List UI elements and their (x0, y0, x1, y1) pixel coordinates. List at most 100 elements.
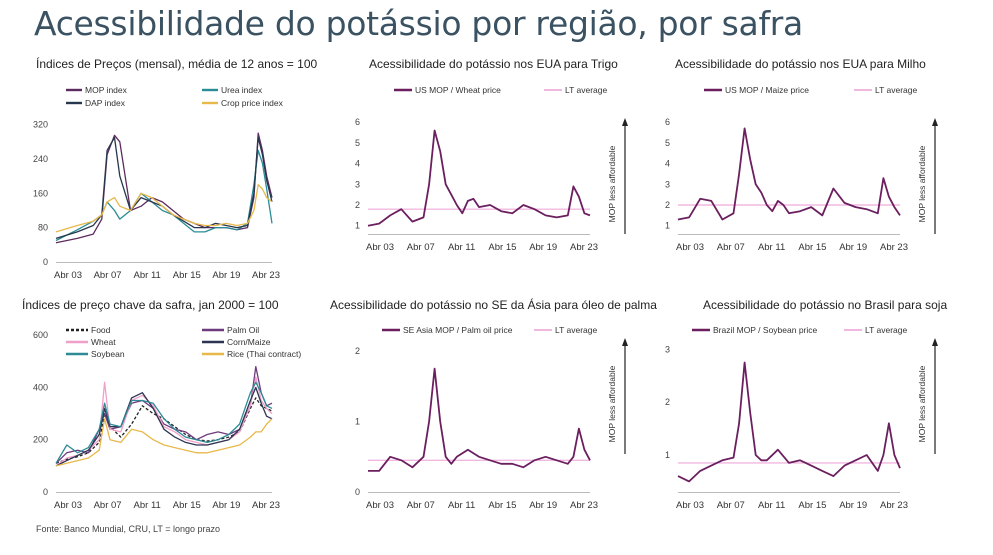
legend-label: LT average (565, 85, 607, 95)
source-note: Fonte: Banco Mundial, CRU, LT = longo pr… (36, 524, 221, 534)
series-line-2 (55, 136, 273, 240)
legend-label: Soybean (91, 349, 125, 359)
x-tick-label: Abr 03 (366, 242, 394, 253)
y-tick-label: 3 (355, 179, 360, 189)
series-line-3 (55, 386, 273, 467)
x-tick-label: Abr 11 (448, 242, 475, 253)
x-tick-label: Abr 23 (570, 242, 598, 253)
chart-5-title: Acessibilidade do potássio no SE da Ásia… (330, 298, 657, 312)
x-tick-label: Abr 03 (54, 500, 82, 511)
x-tick-label: Abr 03 (54, 270, 82, 281)
y-tick-label: 6 (355, 117, 360, 127)
affordability-arrow-head (932, 118, 938, 126)
x-tick-label: Abr 15 (488, 242, 516, 253)
x-tick-label: Abr 15 (173, 500, 201, 511)
x-tick-label: Abr 03 (676, 242, 704, 253)
y-tick-label: 80 (38, 223, 48, 233)
chart-mop-price-indices: 0 80 160 240 320 Abr 03 Abr 07 Abr 11 Abr 15 Abr … (33, 85, 284, 281)
legend-label: LT average (865, 325, 907, 335)
y-tick-label: 600 (33, 330, 48, 340)
legend-label: Urea index (221, 85, 263, 95)
legend-label: US MOP / Wheat price (415, 85, 501, 95)
x-tick-label: Abr 23 (880, 242, 908, 253)
side-axis-label: MOP less affordable (917, 145, 927, 222)
x-tick-label: Abr 23 (252, 270, 280, 281)
x-tick-label: Abr 03 (366, 500, 394, 511)
y-tick-label: 1 (665, 221, 670, 231)
y-tick-label: 1 (355, 417, 360, 427)
y-tick-label: 1 (355, 221, 360, 231)
affordability-arrow-head (932, 338, 938, 346)
x-tick-label: Abr 03 (676, 500, 704, 511)
legend-label: LT average (875, 85, 917, 95)
legend-label: Palm Oil (227, 325, 259, 335)
legend-label: SE Asia MOP / Palm oil price (403, 325, 513, 335)
y-tick-label: 400 (33, 382, 48, 392)
affordability-arrow-head (622, 338, 628, 346)
x-tick-label: Abr 19 (212, 270, 240, 281)
x-tick-label: Abr 07 (94, 500, 122, 511)
affordability-arrow-head (622, 118, 628, 126)
y-tick-label: 3 (665, 179, 670, 189)
chart-us-maize-affordability: 1 2 3 4 5 6 Abr 03 Abr 07 Abr 11 Abr 15 Abr 19 Abr … (665, 85, 938, 253)
chart-seasia-palm-affordability: 0 1 2 Abr 03 Abr 07 Abr 11 Abr 15 Abr 19 Abr 23 S… (355, 325, 628, 511)
chart-3-title: Acessibilidade do potássio nos EUA para … (675, 57, 926, 71)
y-tick-label: 160 (33, 188, 48, 198)
series-line-0 (368, 367, 591, 472)
x-tick-label: Abr 11 (448, 500, 475, 511)
chart-crop-price-indices: 0 200 400 600 Abr 03 Abr 07 Abr 11 Abr 15 Abr 19… (33, 325, 301, 511)
legend-label: Brazil MOP / Soybean price (713, 325, 818, 335)
x-tick-label: Abr 23 (570, 500, 598, 511)
legend-label: Rice (Thai contract) (227, 349, 301, 359)
x-tick-label: Abr 23 (252, 500, 280, 511)
series-line-0 (677, 127, 901, 221)
chart-us-wheat-affordability: 1 2 3 4 5 6 Abr 03 Abr 07 Abr 11 Abr 15 Abr 19 Abr … (355, 85, 628, 253)
y-tick-label: 2 (355, 200, 360, 210)
x-tick-label: Abr 19 (529, 242, 557, 253)
chart-1-title: Índices de Preços (mensal), média de 12 … (36, 57, 318, 71)
legend-label: Food (91, 325, 111, 335)
y-tick-label: 1 (665, 450, 670, 460)
y-tick-label: 2 (355, 346, 360, 356)
x-tick-label: Abr 19 (529, 500, 557, 511)
y-tick-label: 3 (665, 344, 670, 354)
y-tick-label: 4 (355, 159, 360, 169)
y-tick-label: 240 (33, 154, 48, 164)
chart-4-title: Índices de preço chave da safra, jan 200… (22, 298, 279, 312)
x-tick-label: Abr 15 (798, 242, 826, 253)
series-line-2 (55, 376, 273, 467)
x-tick-label: Abr 11 (134, 500, 161, 511)
y-tick-label: 2 (665, 200, 670, 210)
y-tick-label: 320 (33, 120, 48, 130)
x-tick-label: Abr 07 (717, 242, 745, 253)
series-line-0 (367, 129, 591, 227)
legend-label: US MOP / Maize price (725, 85, 809, 95)
chart-2-title: Acessibilidade do potássio nos EUA para … (369, 57, 618, 71)
x-tick-label: Abr 07 (407, 500, 435, 511)
y-tick-label: 4 (665, 159, 670, 169)
y-tick-label: 0 (43, 257, 48, 267)
side-axis-label: MOP less affordable (607, 365, 617, 442)
series-line-0 (677, 361, 901, 483)
chart-brazil-soy-affordability: 1 2 3 Abr 03 Abr 07 Abr 11 Abr 15 Abr 19 Abr 23 B… (665, 325, 938, 511)
y-tick-label: 0 (43, 487, 48, 497)
series-line-0 (55, 132, 273, 244)
x-tick-label: Abr 15 (173, 270, 201, 281)
y-tick-label: 2 (665, 397, 670, 407)
legend-label: LT average (555, 325, 597, 335)
x-tick-label: Abr 19 (212, 500, 240, 511)
y-tick-label: 5 (355, 138, 360, 148)
x-tick-label: Abr 19 (839, 242, 867, 253)
side-axis-label: MOP less affordable (607, 145, 617, 222)
x-tick-label: Abr 07 (94, 270, 122, 281)
legend-label: Corn/Maize (227, 337, 271, 347)
legend-label: MOP index (85, 85, 128, 95)
x-tick-label: Abr 11 (134, 270, 161, 281)
chart-6-title: Acessibilidade do potássio no Brasil par… (703, 298, 948, 312)
legend-label: Wheat (91, 337, 116, 347)
x-tick-label: Abr 07 (407, 242, 435, 253)
x-tick-label: Abr 19 (839, 500, 867, 511)
x-tick-label: Abr 07 (717, 500, 745, 511)
series-line-4 (55, 381, 273, 464)
legend-label: DAP index (85, 98, 126, 108)
